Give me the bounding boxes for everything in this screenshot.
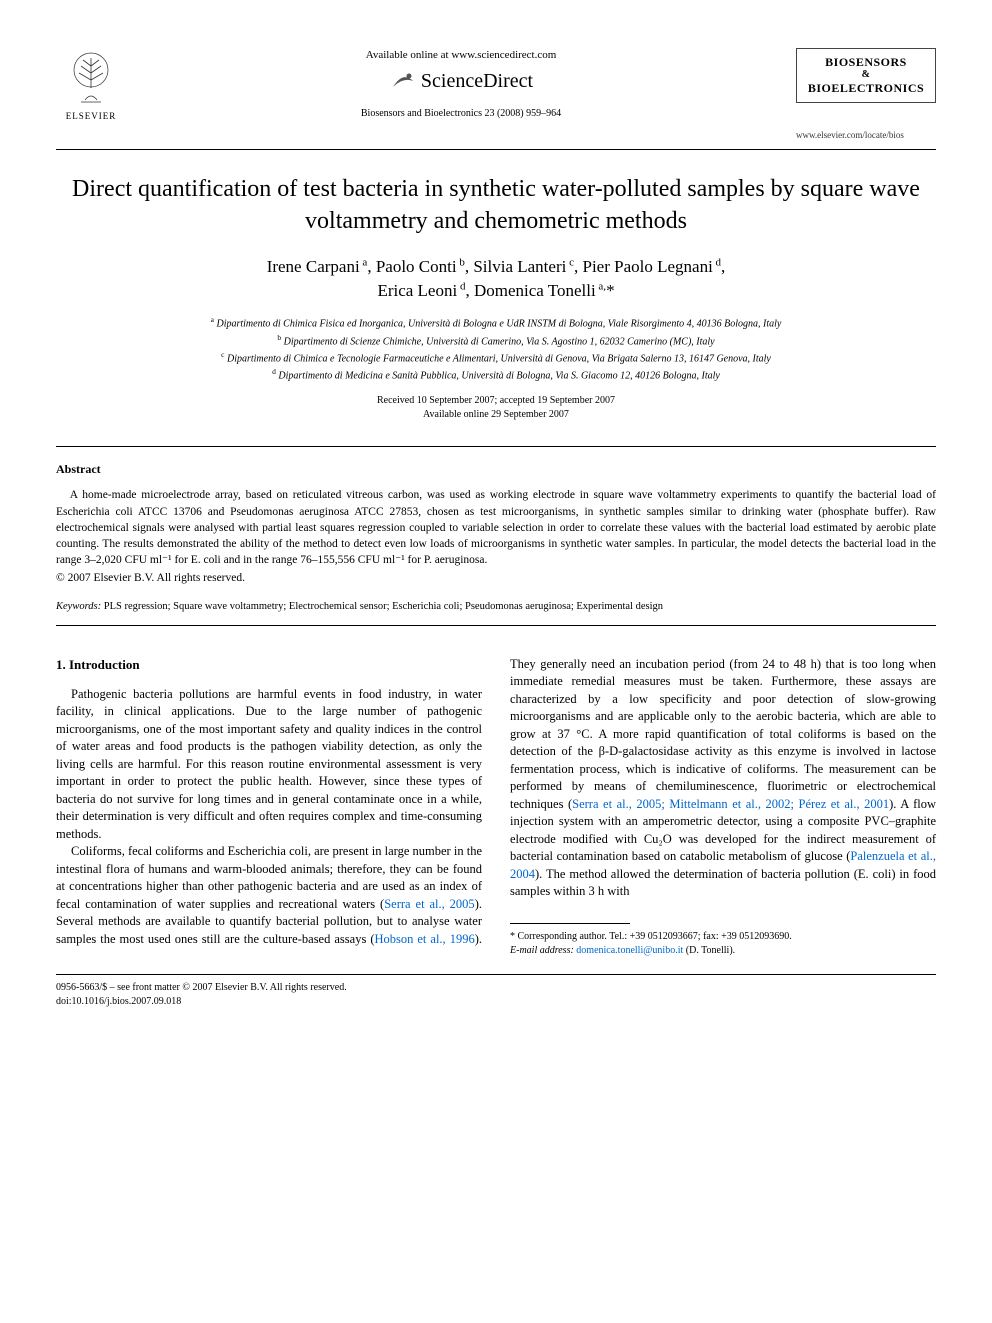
elsevier-label: ELSEVIER <box>66 110 117 123</box>
section-heading-intro: 1. Introduction <box>56 656 482 674</box>
authors: Irene Carpani a, Paolo Conti b, Silvia L… <box>56 255 936 303</box>
footer-doi: doi:10.1016/j.bios.2007.09.018 <box>56 995 936 1009</box>
article-title: Direct quantification of test bacteria i… <box>56 174 936 236</box>
journal-logo-amp: & <box>801 69 931 81</box>
journal-reference: Biosensors and Bioelectronics 23 (2008) … <box>126 107 796 121</box>
elsevier-tree-icon <box>61 48 121 108</box>
affiliation-b: b Dipartimento di Scienze Chimiche, Univ… <box>56 332 936 349</box>
affiliations: a Dipartimento di Chimica Fisica ed Inor… <box>56 314 936 383</box>
keywords-label: Keywords: <box>56 601 101 612</box>
received-accepted: Received 10 September 2007; accepted 19 … <box>56 394 936 408</box>
footer-front-matter: 0956-5663/$ – see front matter © 2007 El… <box>56 981 936 995</box>
affiliation-c: c Dipartimento di Chimica e Tecnologie F… <box>56 349 936 366</box>
header-row: ELSEVIER Available online at www.science… <box>56 48 936 141</box>
corresponding-rule <box>510 923 630 924</box>
abstract-text: A home-made microelectrode array, based … <box>56 487 936 567</box>
article-dates: Received 10 September 2007; accepted 19 … <box>56 394 936 422</box>
journal-logo-line1: BIOSENSORS <box>801 55 931 69</box>
available-online-date: Available online 29 September 2007 <box>56 408 936 422</box>
corresponding-author: * Corresponding author. Tel.: +39 051209… <box>510 930 936 958</box>
footer-rule <box>56 974 936 975</box>
email-label: E-mail address: <box>510 945 574 956</box>
citation-serra-2005[interactable]: Serra et al., 2005 <box>384 897 474 911</box>
abstract-top-rule <box>56 446 936 447</box>
intro-para-1: Pathogenic bacteria pollutions are harmf… <box>56 686 482 844</box>
affiliation-a: a Dipartimento di Chimica Fisica ed Inor… <box>56 314 936 331</box>
footer: 0956-5663/$ – see front matter © 2007 El… <box>56 981 936 1009</box>
sciencedirect-text: ScienceDirect <box>421 67 533 95</box>
sciencedirect-swoosh-icon <box>389 67 417 95</box>
sciencedirect-logo: ScienceDirect <box>126 67 796 95</box>
corresponding-email[interactable]: domenica.tonelli@unibo.it <box>576 945 683 956</box>
header-rule <box>56 149 936 150</box>
citation-multi[interactable]: Serra et al., 2005; Mittelmann et al., 2… <box>572 797 889 811</box>
center-header: Available online at www.sciencedirect.co… <box>126 48 796 121</box>
journal-logo-container: BIOSENSORS & BIOELECTRONICS www.elsevier… <box>796 48 936 141</box>
abstract-copyright: © 2007 Elsevier B.V. All rights reserved… <box>56 570 936 586</box>
abstract-bottom-rule <box>56 625 936 626</box>
journal-logo-box: BIOSENSORS & BIOELECTRONICS <box>796 48 936 103</box>
elsevier-logo: ELSEVIER <box>56 48 126 128</box>
journal-url: www.elsevier.com/locate/bios <box>796 129 936 142</box>
keywords-text: PLS regression; Square wave voltammetry;… <box>104 601 663 612</box>
affiliation-d: d Dipartimento di Medicina e Sanità Pubb… <box>56 366 936 383</box>
keywords: Keywords: PLS regression; Square wave vo… <box>56 600 936 615</box>
citation-hobson-1996[interactable]: Hobson et al., 1996 <box>374 932 474 946</box>
available-online-text: Available online at www.sciencedirect.co… <box>126 48 796 63</box>
body-columns: 1. Introduction Pathogenic bacteria poll… <box>56 656 936 958</box>
abstract-heading: Abstract <box>56 461 936 478</box>
journal-logo-line2: BIOELECTRONICS <box>801 81 931 95</box>
author-list: Irene Carpani a, Paolo Conti b, Silvia L… <box>267 257 726 300</box>
